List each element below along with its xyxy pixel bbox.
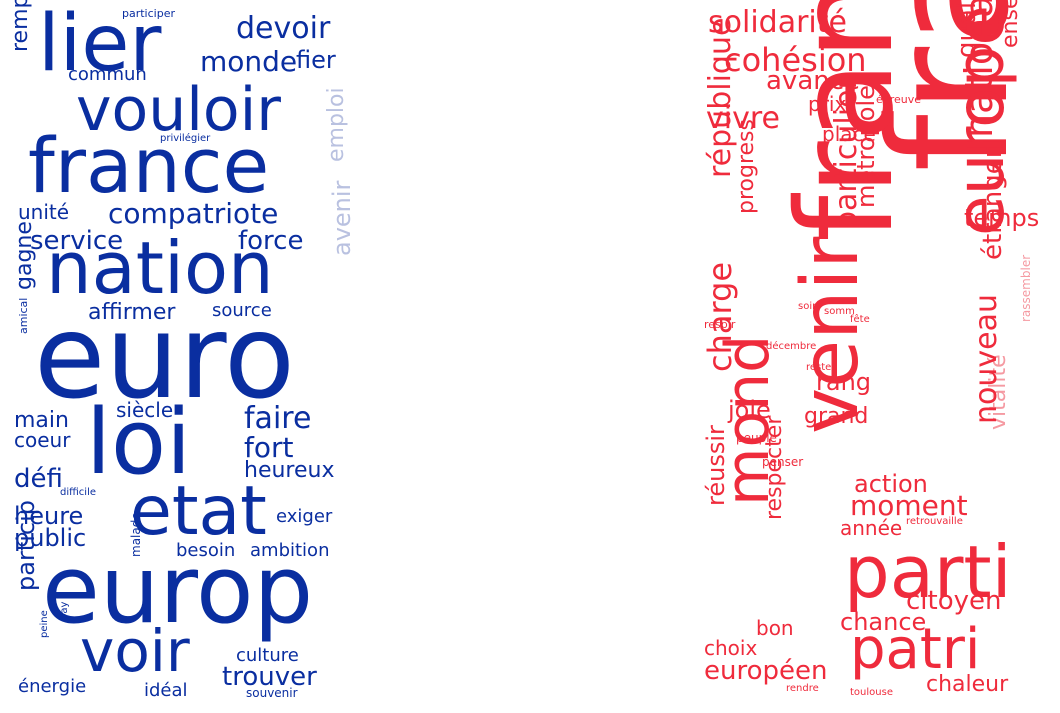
red-cloud-word: rang (816, 368, 872, 396)
red-cloud-word: choix (704, 636, 758, 660)
blue-cloud-word: commun (68, 64, 147, 85)
red-cloud-word: avance (766, 66, 861, 96)
red-cloud-word: retrouvaille (906, 516, 963, 527)
red-cloud-word: république (703, 17, 738, 178)
red-cloud-word: place (822, 122, 876, 146)
blue-cloud-word: main (14, 408, 69, 433)
red-cloud-word: européen (704, 656, 828, 686)
blue-cloud-word: souvenir (246, 686, 298, 700)
blue-cloud-word: france (28, 121, 270, 210)
blue-cloud-word: culture (236, 645, 299, 666)
red-cloud-word: solidarité (708, 5, 847, 40)
blue-cloud-word: voir (80, 617, 190, 685)
red-cloud-word: métropole (852, 85, 880, 208)
blue-cloud-word: vouloir (76, 75, 281, 145)
blue-cloud-word: remplir (8, 0, 33, 52)
blue-cloud-word: exiger (276, 506, 333, 527)
blue-cloud-word: besoin (176, 540, 236, 561)
red-cloud-word: épreuve (876, 93, 922, 106)
red-cloud-word: grand (804, 404, 869, 429)
blue-cloud-word: monde (200, 45, 298, 78)
red-cloud-word: moment (850, 489, 968, 522)
blue-cloud-word: coeur (14, 428, 71, 452)
blue-cloud-word: idéal (144, 680, 188, 701)
red-cloud-word: chance (840, 608, 927, 636)
blue-cloud-word: compatriote (108, 197, 279, 230)
word-cloud-blue: participer lier devoir remplir fier monde comm… (0, 0, 360, 713)
word-cloud-red: solidaritécohésionfrançaisensemblavanceq… (700, 0, 1060, 713)
red-cloud-word: citoyen (906, 586, 1002, 616)
blue-cloud-word: force (238, 226, 304, 256)
blue-cloud-word: énergie (18, 676, 87, 697)
blue-cloud-word: pay (59, 601, 70, 620)
blue-cloud-word: devoir (236, 11, 331, 46)
red-cloud-word: somm (824, 306, 855, 317)
red-cloud-word: rendre (786, 683, 819, 694)
red-cloud-word: peuple (736, 431, 777, 445)
blue-cloud-word: heureux (244, 458, 335, 483)
red-cloud-word: chaleur (926, 672, 1009, 697)
blue-cloud-word: privilégier (160, 133, 211, 144)
blue-cloud-word: loi (86, 390, 192, 495)
red-cloud-word: toulouse (850, 687, 893, 698)
blue-cloud-word: peine (39, 610, 50, 638)
red-cloud-word: progress (734, 119, 759, 214)
blue-cloud-word: service (30, 226, 124, 256)
red-cloud-word: fête (850, 314, 870, 325)
blue-cloud-word: faire (244, 401, 312, 436)
red-cloud-word: penser (762, 455, 804, 469)
red-cloud-word: action (854, 470, 928, 498)
blue-cloud-word: affirmer (88, 300, 176, 325)
red-cloud-word: patri (850, 617, 981, 682)
blue-cloud-word: etat (130, 472, 267, 551)
blue-cloud-word: fier (296, 46, 336, 74)
red-cloud-word: bon (756, 616, 794, 640)
red-cloud-word: nouveau (969, 294, 1004, 424)
blue-cloud-word: participer (122, 7, 175, 20)
blue-cloud-word: lier (38, 0, 162, 89)
red-cloud-word: rassembler (1019, 254, 1033, 322)
red-cloud-word: étranger (978, 147, 1008, 260)
blue-cloud-word: heure (14, 502, 84, 530)
blue-cloud-word: emploi (324, 87, 349, 162)
blue-cloud-word: siècle (116, 398, 174, 422)
blue-cloud-word: trouver (222, 662, 317, 692)
blue-cloud-word: europ (42, 536, 314, 645)
red-cloud-word: respir (704, 318, 736, 331)
blue-cloud-word: nation (46, 226, 274, 310)
red-cloud-word: temps (964, 204, 1040, 232)
red-cloud-word: vivre (706, 101, 780, 136)
red-cloud-word: joie (728, 396, 771, 424)
blue-cloud-word: amical (17, 297, 30, 334)
red-cloud-word: venir (786, 236, 876, 434)
red-cloud-word: prix (808, 92, 847, 116)
blue-cloud-word: ambition (250, 540, 330, 561)
red-cloud-word: soir (798, 301, 817, 312)
blue-cloud-word: défi (14, 464, 63, 494)
blue-cloud-word: difficile (60, 487, 97, 498)
blue-cloud-word: fort (244, 431, 294, 464)
blue-cloud-word: euro (34, 290, 295, 425)
red-cloud-word: année (840, 516, 903, 540)
red-cloud-word: cohésion (724, 41, 867, 79)
red-cloud-word: parti (844, 530, 1012, 614)
red-cloud-word: respecter (762, 415, 787, 520)
blue-cloud-word: unité (18, 200, 70, 224)
red-cloud-word: rester (806, 362, 836, 373)
blue-cloud-word: gagne (12, 221, 37, 290)
blue-cloud-word: avenir (328, 180, 356, 256)
blue-cloud-word: public (14, 524, 87, 552)
blue-cloud-word: particip (12, 500, 40, 591)
red-cloud-word: décembre (766, 341, 817, 352)
blue-cloud-word: source (212, 300, 272, 321)
red-cloud-word: réussir (702, 425, 730, 506)
